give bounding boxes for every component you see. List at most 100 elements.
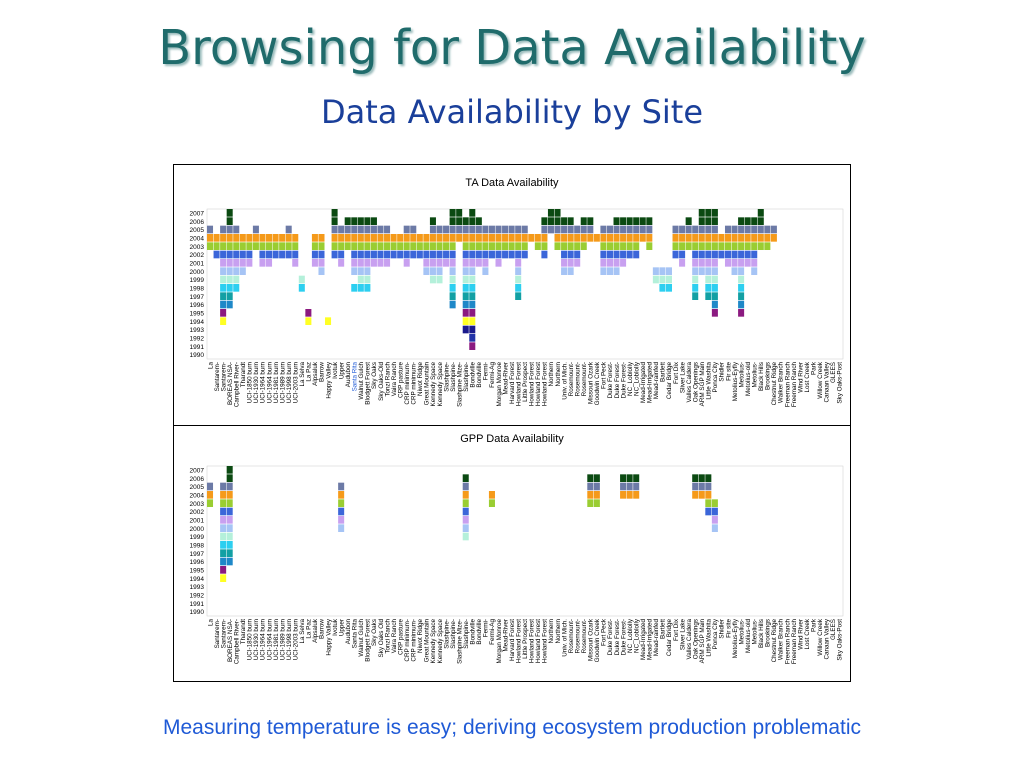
availability-cell	[646, 234, 653, 242]
availability-cell	[711, 267, 718, 275]
availability-cell	[744, 250, 751, 259]
availability-cell	[226, 284, 233, 292]
availability-cell	[410, 250, 417, 259]
availability-cell	[711, 499, 718, 507]
site-label: Northern	[548, 619, 555, 644]
availability-cell	[698, 242, 705, 250]
availability-cell	[665, 275, 673, 284]
availability-cell	[344, 217, 351, 225]
availability-cell	[272, 242, 279, 250]
availability-cell	[220, 292, 227, 300]
availability-cell	[207, 225, 214, 234]
availability-cell	[547, 225, 554, 234]
availability-cell	[416, 242, 423, 250]
availability-cell	[731, 234, 738, 242]
availability-cell	[659, 284, 666, 292]
availability-cell	[574, 259, 581, 267]
availability-cell	[744, 225, 751, 234]
availability-cell	[482, 250, 489, 259]
availability-cell	[246, 234, 253, 242]
site-label: BOREAS NSA-	[227, 362, 234, 405]
availability-cell	[233, 250, 240, 259]
availability-cell	[620, 250, 627, 259]
availability-cell	[338, 234, 345, 242]
availability-cell	[561, 267, 568, 275]
site-label: ARM SGP Main	[699, 619, 706, 664]
availability-cell	[469, 292, 476, 300]
availability-cell	[213, 250, 220, 259]
availability-cell	[351, 284, 358, 292]
y-tick-label: 1992	[190, 592, 205, 599]
availability-cell	[226, 474, 233, 482]
availability-cell	[469, 217, 476, 225]
site-label: Duke Forest-	[614, 619, 621, 655]
y-tick-label: 1999	[190, 534, 205, 541]
availability-cell	[711, 259, 718, 267]
availability-cell	[220, 566, 227, 574]
site-label: Northern	[555, 362, 562, 387]
availability-cell	[724, 242, 732, 250]
availability-cell	[626, 250, 633, 259]
availability-cell	[561, 225, 568, 234]
site-label: Mead-River	[502, 362, 509, 395]
availability-cell	[298, 284, 305, 292]
availability-cell	[744, 234, 751, 242]
availability-cell	[593, 482, 600, 491]
availability-cell	[731, 242, 738, 250]
site-label: Barrow	[319, 619, 326, 639]
site-label: Slashpine-	[463, 362, 470, 392]
availability-cell	[266, 250, 273, 259]
availability-cell	[685, 242, 692, 250]
availability-cell	[620, 474, 627, 482]
site-label: Alpsaluk	[312, 618, 319, 643]
y-tick-label: 1999	[190, 277, 205, 284]
availability-cell	[226, 466, 233, 474]
availability-cell	[403, 225, 410, 234]
availability-cell	[698, 250, 705, 259]
availability-cell	[567, 259, 574, 267]
availability-cell	[403, 250, 410, 259]
site-label: Mead-Irrigated	[647, 619, 654, 660]
availability-cell	[705, 209, 712, 217]
availability-cell	[226, 541, 233, 549]
availability-cell	[220, 267, 227, 275]
availability-cell	[207, 242, 214, 250]
site-label: Slashpine-	[450, 362, 457, 392]
site-label: Freeman Ranch	[784, 362, 791, 408]
availability-cell	[226, 292, 233, 300]
availability-cell	[449, 267, 456, 275]
availability-cell	[469, 250, 476, 259]
availability-cell	[384, 234, 391, 242]
availability-cell	[600, 267, 607, 275]
availability-cell	[646, 217, 653, 225]
site-label: Sky Oaks-Post	[837, 619, 844, 661]
availability-cell	[659, 275, 666, 284]
availability-cell	[698, 482, 705, 491]
site-label: Sky Oaks-Old	[378, 362, 385, 401]
availability-cell	[593, 234, 600, 242]
availability-cell	[226, 259, 233, 267]
availability-cell	[443, 250, 450, 259]
site-label: UCI-1989 burn	[279, 362, 286, 404]
site-label: Black Hills	[758, 619, 765, 648]
availability-cell	[705, 250, 712, 259]
site-label: Blodgett Forest	[365, 362, 372, 405]
site-label: Canaan Valley	[824, 361, 831, 402]
availability-cell	[436, 234, 443, 242]
site-label: NC_Loblolly	[627, 618, 634, 653]
availability-cell	[718, 250, 725, 259]
availability-cell	[534, 242, 541, 250]
availability-cell	[751, 217, 758, 225]
availability-cell	[449, 209, 456, 217]
availability-cell	[731, 250, 738, 259]
availability-cell	[357, 217, 364, 225]
availability-cell	[633, 242, 640, 250]
availability-cell	[456, 234, 463, 242]
site-label: UCI-1850 burn	[247, 619, 254, 661]
availability-cell	[259, 234, 266, 242]
site-label: UCI-2003 burn	[293, 619, 300, 661]
availability-cell	[220, 532, 227, 541]
site-label: NC_Loblolly	[633, 618, 640, 653]
availability-cell	[620, 225, 627, 234]
availability-cell	[620, 217, 627, 225]
